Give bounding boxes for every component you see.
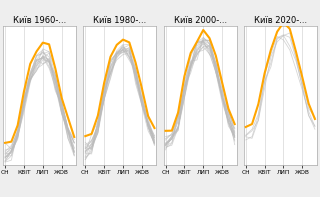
Title: Київ 1980-...: Київ 1980-... xyxy=(93,16,147,25)
Title: Київ 2000-...: Київ 2000-... xyxy=(173,16,227,25)
Title: Київ 1960-...: Київ 1960-... xyxy=(13,16,66,25)
Title: Київ 2020-...: Київ 2020-... xyxy=(254,16,307,25)
